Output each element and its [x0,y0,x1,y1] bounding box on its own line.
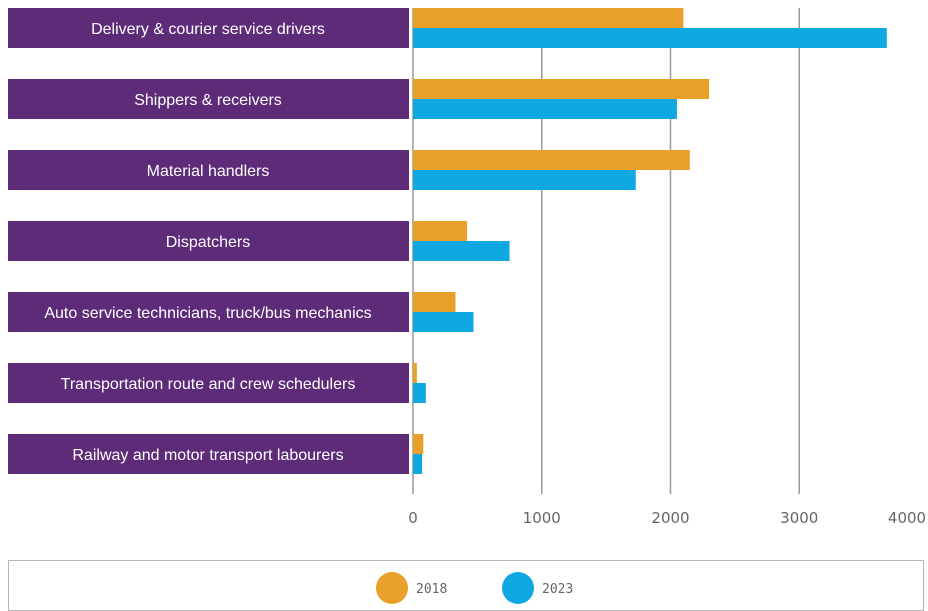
bar-2018 [413,8,684,28]
category-box [8,363,409,403]
bars [413,8,887,474]
category-label: Dispatchers [166,234,250,251]
bar-2018 [413,434,424,454]
category-label: Railway and motor transport labourers [72,447,343,464]
x-axis-tick-labels: 0 1000 2000 3000 4000 [408,509,926,527]
category-box [8,221,409,261]
x-tick-label: 2000 [651,509,689,527]
category-label: Shippers & receivers [134,92,282,109]
x-tick-label: 4000 [888,509,926,527]
bar-2023 [413,383,426,403]
category-label: Transportation route and crew schedulers [61,376,356,393]
category-labels: Delivery & courier service drivers Shippe… [8,8,409,474]
bar-2018 [413,150,690,170]
category-box [8,434,409,474]
category-box [8,292,409,332]
x-tick-label: 0 [408,509,418,527]
bar-2023 [413,312,474,332]
category-box [8,8,409,48]
x-tick-label: 1000 [523,509,561,527]
legend-label-2018: 2018 [416,582,447,597]
bar-2023 [413,170,636,190]
bar-2023 [413,454,423,474]
legend-box [8,560,924,611]
category-box [8,150,409,190]
legend-swatch-2023 [502,572,534,604]
bar-2018 [413,221,468,241]
bar-2018 [413,363,417,383]
x-tick-label: 3000 [780,509,818,527]
bar-2023 [413,99,677,119]
bar-2023 [413,241,510,261]
legend-label-2023: 2023 [542,582,573,597]
bar-2018 [413,292,456,312]
legend-swatch-2018 [376,572,408,604]
legend: 2018 2023 [8,560,924,611]
category-label: Delivery & courier service drivers [91,21,325,38]
bar-2023 [413,28,887,48]
bar-2018 [413,79,710,99]
category-box [8,79,409,119]
category-label: Material handlers [147,163,270,180]
category-label: Auto service technicians, truck/bus mech… [44,305,371,322]
